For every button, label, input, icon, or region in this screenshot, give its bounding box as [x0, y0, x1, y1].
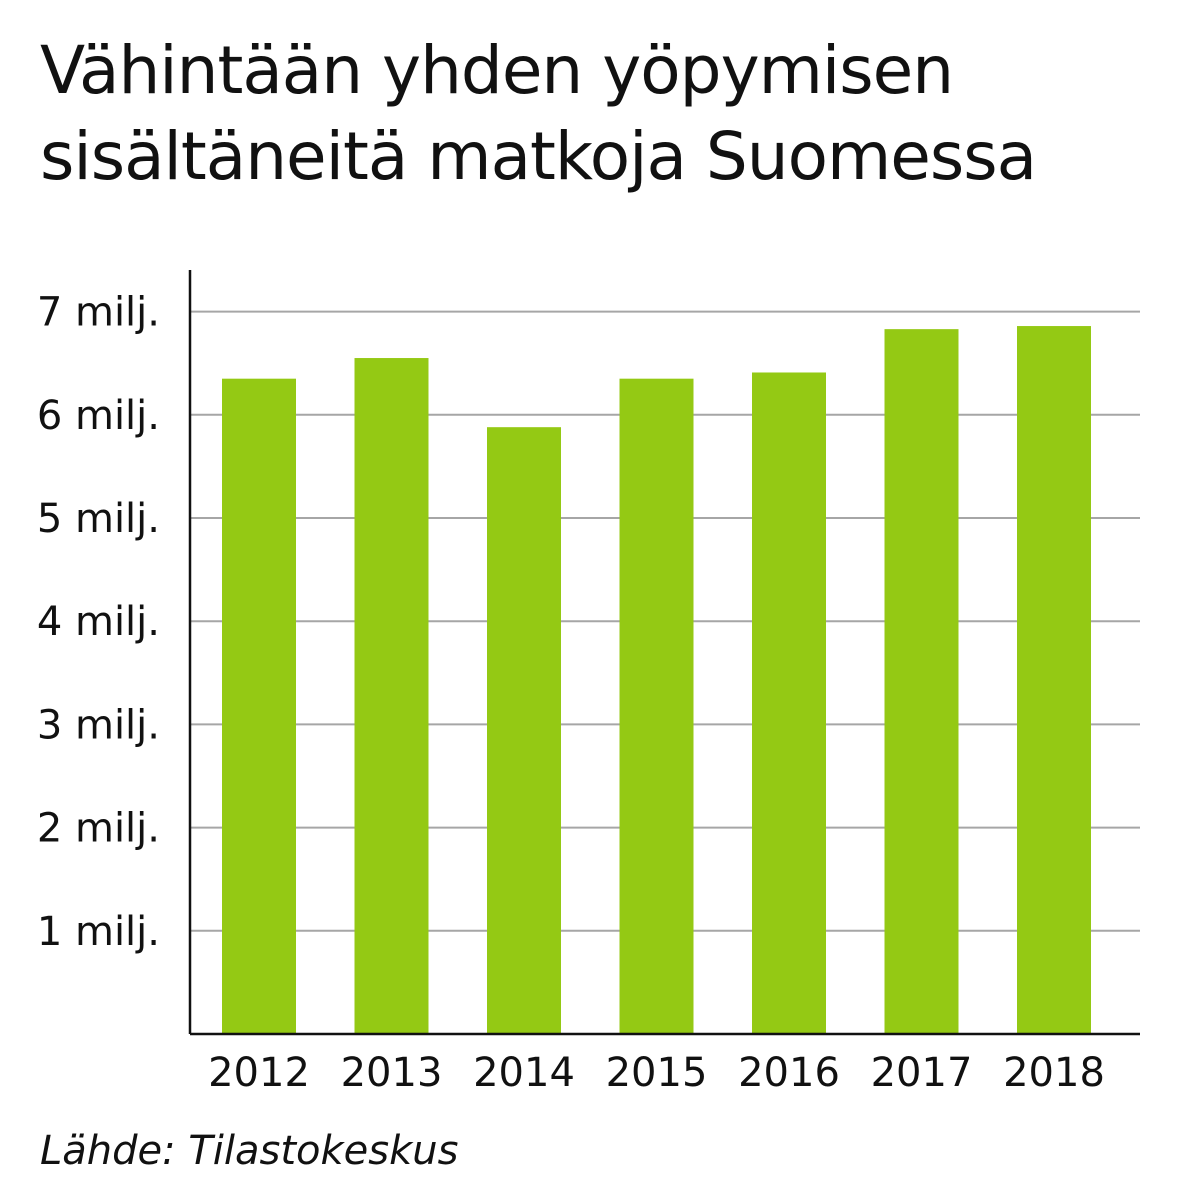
- chart-title: Vähintään yhden yöpymisen sisältäneitä m…: [40, 28, 1160, 200]
- bar-2017: [884, 329, 959, 1034]
- chart-title-line-1: Vähintään yhden yöpymisen: [40, 32, 954, 109]
- bar-2015: [619, 378, 694, 1034]
- y-tick-label: 2 milj.: [37, 806, 160, 852]
- bars: [222, 326, 1091, 1035]
- chart-title-line-2: sisältäneitä matkoja Suomessa: [40, 118, 1037, 195]
- y-tick-label: 6 milj.: [37, 393, 160, 439]
- bar-2016: [752, 372, 826, 1034]
- axes: [188, 270, 1140, 1036]
- x-tick-label-2013: 2013: [341, 1050, 443, 1096]
- x-tick-label-2012: 2012: [208, 1050, 310, 1096]
- bar-2018: [1017, 326, 1091, 1035]
- y-tick-label: 3 milj.: [37, 702, 160, 748]
- y-tick-label: 1 milj.: [37, 909, 160, 955]
- y-tick-labels: 1 milj. 2 milj. 3 milj. 4 milj. 5 milj. 6 mil…: [37, 290, 160, 955]
- x-tick-label-2014: 2014: [473, 1050, 575, 1096]
- source-note: Lähde: Tilastokeskus: [40, 1128, 459, 1174]
- x-tick-label-2018: 2018: [1003, 1050, 1105, 1096]
- bar-2014: [487, 427, 561, 1035]
- bar-2013: [354, 358, 429, 1034]
- y-tick-label: 4 milj.: [37, 599, 160, 645]
- x-tick-labels: 2012 2013 2014 2015 2016 2017 2018: [208, 1050, 1105, 1096]
- y-tick-label: 7 milj.: [37, 290, 160, 336]
- y-tick-label: 5 milj.: [37, 496, 160, 542]
- bar-2012: [222, 378, 296, 1034]
- x-tick-label-2017: 2017: [871, 1050, 973, 1096]
- x-tick-label-2016: 2016: [738, 1050, 840, 1096]
- x-tick-label-2015: 2015: [606, 1050, 708, 1096]
